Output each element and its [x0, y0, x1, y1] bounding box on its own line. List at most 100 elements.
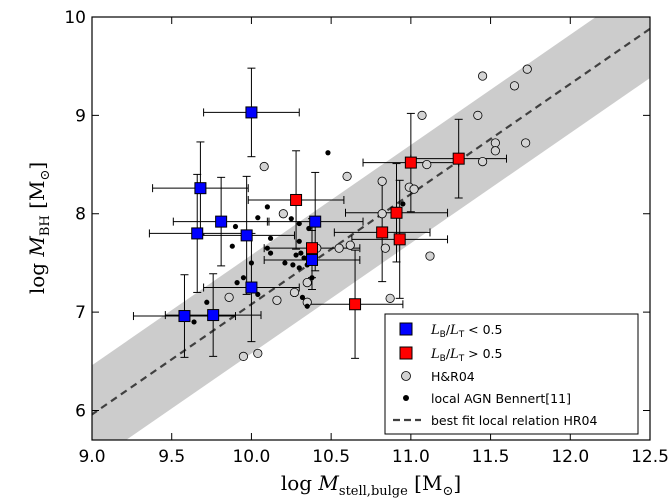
legend-label: LB/LT < 0.5 — [430, 322, 503, 340]
x-axis-label-unit-open: [M — [414, 471, 442, 495]
data-point-circle — [224, 292, 234, 302]
y-axis-label-prefix: log — [25, 263, 49, 294]
data-point-square — [194, 182, 207, 195]
data-point-square — [349, 298, 362, 311]
x-axis-label: log Mstell,bulge [M⊙] — [281, 471, 461, 499]
data-point-circle — [377, 176, 387, 186]
x-tick-label: 11.0 — [392, 447, 430, 467]
data-point-circle — [477, 71, 488, 81]
data-point-square — [306, 242, 319, 255]
data-point-circle — [521, 138, 531, 148]
legend-label: LB/LT > 0.5 — [430, 346, 503, 364]
data-point-dot — [264, 204, 270, 210]
data-point-dot — [309, 275, 315, 281]
y-tick-label: 6 — [75, 401, 86, 421]
data-point-square — [309, 215, 322, 228]
data-point-dot — [229, 243, 235, 249]
data-point-circle — [302, 278, 312, 288]
legend-box — [384, 313, 639, 435]
data-point-circle — [259, 161, 269, 172]
data-point-square — [207, 309, 220, 322]
data-point-square — [390, 206, 403, 219]
data-point-dot — [304, 303, 310, 309]
data-point-dot — [288, 216, 294, 222]
data-point-dot — [400, 201, 406, 207]
data-point-circle — [417, 110, 427, 120]
data-point-square — [245, 106, 258, 119]
data-point-dot — [264, 245, 270, 251]
fit-line — [92, 27, 650, 416]
data-point-square — [290, 193, 303, 206]
legend-marker-square — [399, 346, 413, 360]
fit-line-layer — [92, 27, 650, 416]
data-point-circle — [345, 240, 355, 250]
data-point-dot — [282, 260, 288, 266]
legend-marker-square — [399, 322, 413, 336]
x-tick-label: 12.5 — [631, 447, 669, 467]
data-point-dot — [296, 220, 302, 227]
data-point-circle — [473, 110, 483, 120]
y-axis-label-var: M — [25, 236, 49, 258]
data-point-dot — [191, 319, 197, 325]
x-tick-label: 9.5 — [158, 447, 185, 467]
data-point-dot — [267, 235, 274, 241]
data-point-square — [306, 253, 319, 266]
data-point-circle — [425, 251, 435, 261]
x-axis-label-sub: stell,bulge — [339, 484, 408, 499]
x-tick-label: 9.0 — [78, 447, 105, 467]
data-point-square — [245, 281, 258, 294]
y-axis-label-unit-open: [M — [25, 181, 49, 209]
data-point-circle — [377, 209, 387, 219]
data-point-dot — [325, 150, 331, 156]
data-point-dot — [267, 250, 274, 256]
y-tick-label: 7 — [75, 303, 86, 323]
data-point-circle — [385, 293, 395, 303]
data-point-circle — [522, 64, 532, 74]
data-point-dot — [299, 294, 306, 300]
data-point-square — [393, 233, 406, 246]
data-point-circle — [409, 184, 419, 194]
data-point-dot — [248, 260, 255, 266]
data-point-circle — [253, 348, 263, 359]
data-point-circle — [238, 351, 249, 361]
x-tick-label: 11.5 — [472, 447, 510, 467]
y-axis-label: log MBH [M⊙] — [25, 162, 53, 294]
y-tick-label: 8 — [75, 205, 86, 225]
x-axis-label-prefix: log — [281, 471, 312, 495]
data-point-circle — [509, 81, 520, 91]
data-point-dot — [290, 262, 296, 268]
data-point-square — [215, 215, 228, 228]
legend-label: local AGN Bennert[11] — [431, 391, 571, 406]
data-point-square — [240, 229, 253, 242]
x-axis-label-var: M — [317, 471, 339, 495]
y-tick-label: 9 — [75, 106, 86, 126]
data-point-circle — [490, 146, 500, 156]
x-axis-label-sun: ⊙ — [442, 484, 453, 499]
scatter-band-layer — [92, 17, 650, 440]
data-point-dot — [301, 255, 307, 261]
x-tick-label: 10.5 — [312, 447, 350, 467]
points-layer — [178, 64, 532, 361]
data-point-square — [191, 227, 204, 240]
data-point-dot — [255, 215, 261, 221]
data-point-dot — [296, 265, 302, 271]
data-point-circle — [342, 171, 352, 181]
x-tick-label: 10.0 — [232, 447, 270, 467]
data-point-square — [178, 310, 191, 323]
data-point-square — [376, 226, 389, 239]
data-point-dot — [232, 223, 239, 230]
y-axis-label-sun: ⊙ — [38, 170, 53, 181]
x-axis-label-unit-close: ] — [453, 471, 461, 495]
legend-label: H&R04 — [431, 369, 475, 384]
y-tick-label: 10 — [64, 8, 86, 28]
data-point-circle — [272, 295, 282, 305]
legend-marker-circle — [401, 371, 411, 381]
data-point-dot — [298, 250, 304, 256]
data-point-dot — [234, 280, 240, 286]
data-point-dot — [293, 252, 299, 258]
y-axis-label-unit-close: ] — [25, 162, 49, 170]
plot-frame — [91, 16, 651, 441]
data-point-circle — [490, 138, 500, 148]
data-point-dot — [240, 275, 247, 281]
